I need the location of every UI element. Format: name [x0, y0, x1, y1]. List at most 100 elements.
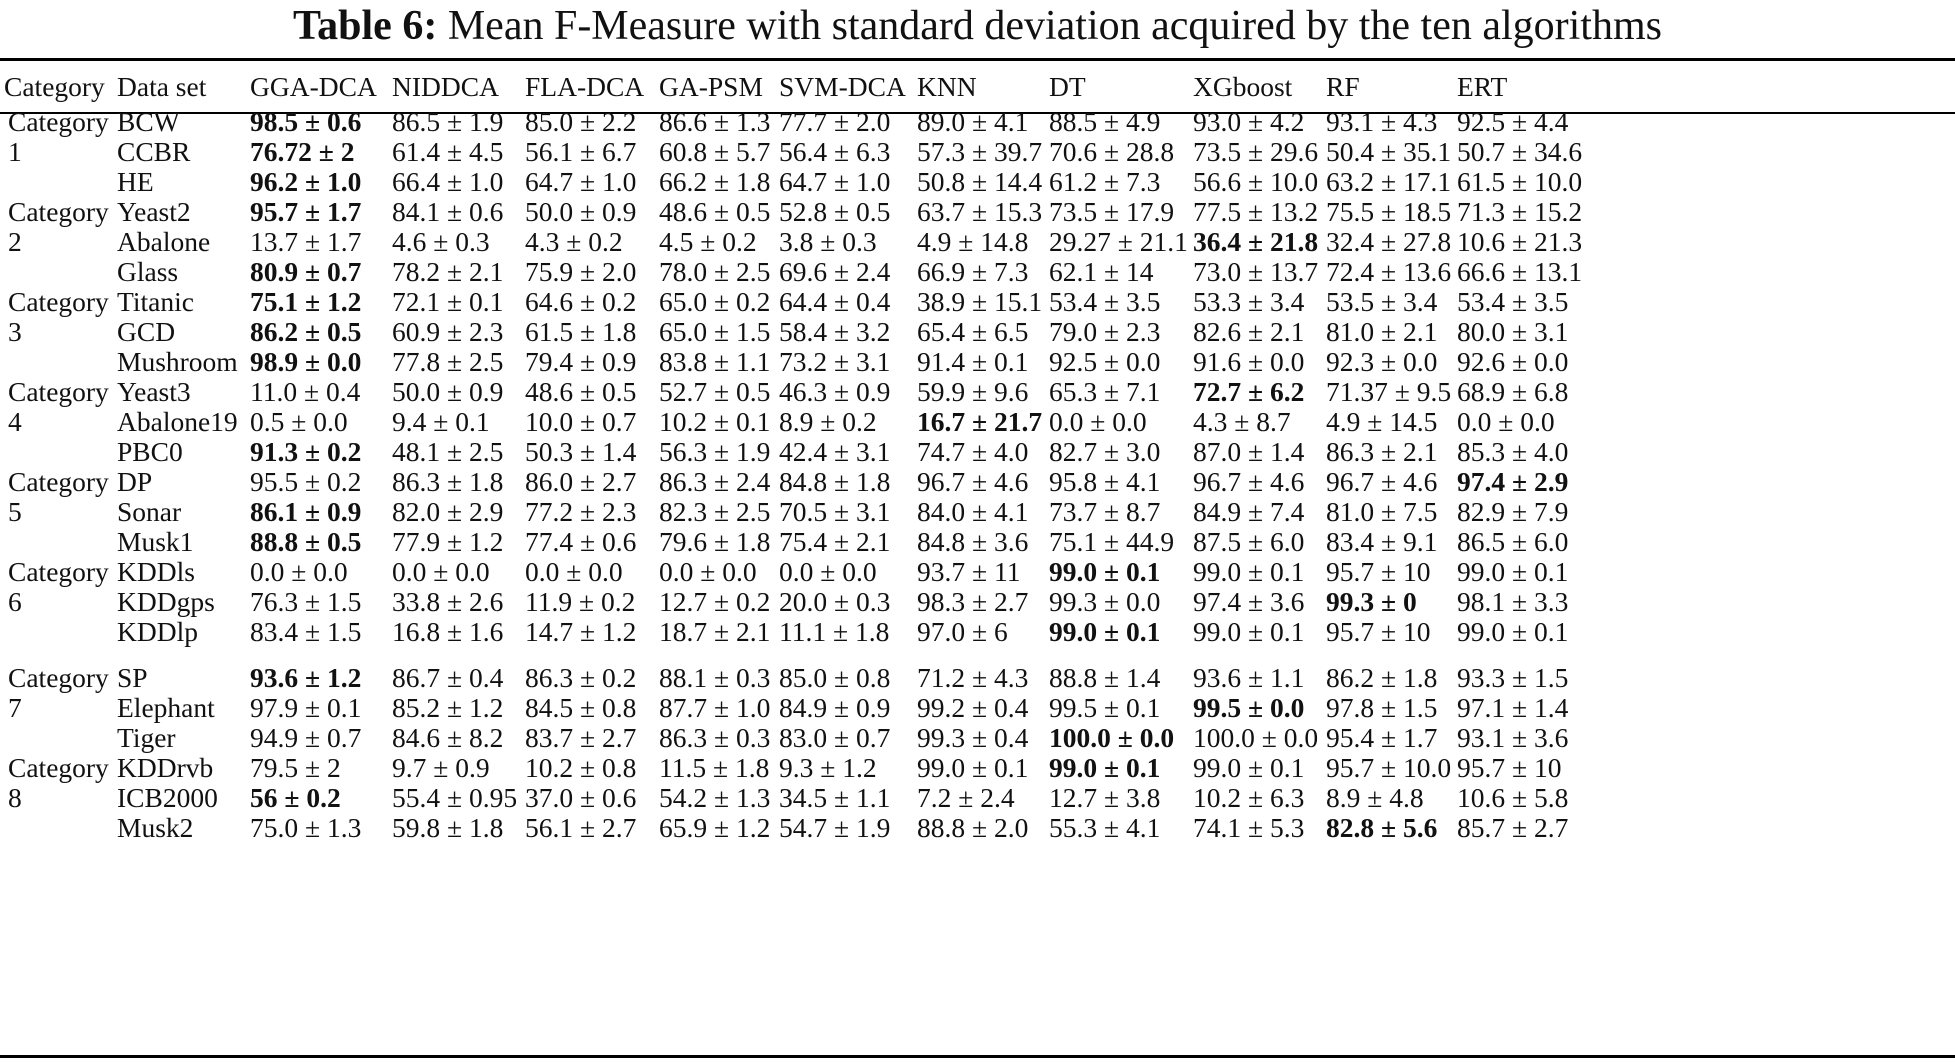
table-cell: 85.0 ± 0.8: [779, 662, 891, 693]
table-cell: 8.9 ± 0.2: [779, 406, 877, 437]
table-cell: 99.0 ± 0.1: [1193, 752, 1305, 783]
table-cell: 66.2 ± 1.8: [659, 166, 771, 197]
table-cell: 99.5 ± 0.0: [1193, 692, 1305, 723]
table-cell: 48.1 ± 2.5: [392, 436, 504, 467]
table-cell: 88.8 ± 1.4: [1049, 662, 1161, 693]
dataset-name: BCW: [117, 106, 180, 137]
table-cell: 77.5 ± 13.2: [1193, 196, 1319, 227]
table-cell: 93.1 ± 4.3: [1326, 106, 1438, 137]
table-cell: 79.4 ± 0.9: [525, 346, 637, 377]
table-cell: 78.2 ± 2.1: [392, 256, 504, 287]
table-cell: 56.4 ± 6.3: [779, 136, 891, 167]
dataset-name: KDDlp: [117, 616, 198, 647]
table-cell: 86.2 ± 0.5: [250, 316, 362, 347]
table-cell: 97.4 ± 2.9: [1457, 466, 1569, 497]
caption-text: Mean F-Measure with standard deviation a…: [447, 3, 1662, 49]
column-header: KNN: [917, 71, 977, 102]
table-cell: 95.7 ± 1.7: [250, 196, 362, 227]
table-cell: 50.4 ± 35.1: [1326, 136, 1452, 167]
table-cell: 63.2 ± 17.1: [1326, 166, 1452, 197]
table-cell: 86.3 ± 0.2: [525, 662, 637, 693]
table-cell: 77.9 ± 1.2: [392, 526, 504, 557]
table-cell: 70.5 ± 3.1: [779, 496, 891, 527]
table-cell: 64.7 ± 1.0: [525, 166, 637, 197]
table-cell: 56.1 ± 2.7: [525, 812, 637, 843]
table-cell: 0.0 ± 0.0: [659, 556, 757, 587]
table-cell: 64.4 ± 0.4: [779, 286, 891, 317]
table-cell: 93.3 ± 1.5: [1457, 662, 1569, 693]
table-cell: 86.5 ± 6.0: [1457, 526, 1569, 557]
table-cell: 95.5 ± 0.2: [250, 466, 362, 497]
table-cell: 53.4 ± 3.5: [1457, 286, 1569, 317]
table-cell: 100.0 ± 0.0: [1049, 722, 1175, 753]
table-cell: 57.3 ± 39.7: [917, 136, 1043, 167]
table-cell: 82.0 ± 2.9: [392, 496, 504, 527]
dataset-name: Tiger: [117, 722, 176, 753]
table-cell: 61.5 ± 10.0: [1457, 166, 1583, 197]
table-cell: 84.8 ± 1.8: [779, 466, 891, 497]
table-cell: 82.9 ± 7.9: [1457, 496, 1569, 527]
table-cell: 84.6 ± 8.2: [392, 722, 504, 753]
table-cell: 78.0 ± 2.5: [659, 256, 771, 287]
table-cell: 77.4 ± 0.6: [525, 526, 637, 557]
table-cell: 10.2 ± 6.3: [1193, 782, 1305, 813]
top-rule: [0, 58, 1955, 61]
table-cell: 75.4 ± 2.1: [779, 526, 891, 557]
caption-label: Table 6:: [293, 3, 438, 49]
table-cell: 99.0 ± 0.1: [1457, 556, 1569, 587]
table-cell: 60.8 ± 5.7: [659, 136, 771, 167]
table-cell: 32.4 ± 27.8: [1326, 226, 1452, 257]
table-cell: 4.5 ± 0.2: [659, 226, 757, 257]
table-cell: 93.6 ± 1.2: [250, 662, 362, 693]
table-cell: 65.4 ± 6.5: [917, 316, 1029, 347]
dataset-name: GCD: [117, 316, 176, 347]
table-cell: 60.9 ± 2.3: [392, 316, 504, 347]
table-cell: 18.7 ± 2.1: [659, 616, 771, 647]
table-cell: 99.0 ± 0.1: [1049, 556, 1161, 587]
table-cell: 53.4 ± 3.5: [1049, 286, 1161, 317]
table-cell: 65.9 ± 1.2: [659, 812, 771, 843]
table-cell: 84.0 ± 4.1: [917, 496, 1029, 527]
table-cell: 99.2 ± 0.4: [917, 692, 1029, 723]
table-cell: 75.5 ± 18.5: [1326, 196, 1452, 227]
table-cell: 75.9 ± 2.0: [525, 256, 637, 287]
table-caption: Table 6: Mean F-Measure with standard de…: [0, 2, 1955, 50]
table-cell: 82.7 ± 3.0: [1049, 436, 1161, 467]
table-cell: 81.0 ± 2.1: [1326, 316, 1438, 347]
table-cell: 99.0 ± 0.1: [1049, 616, 1161, 647]
category-label: 1: [8, 136, 22, 167]
table-cell: 59.9 ± 9.6: [917, 376, 1029, 407]
table-cell: 0.0 ± 0.0: [525, 556, 623, 587]
table-cell: 80.0 ± 3.1: [1457, 316, 1569, 347]
table-cell: 10.6 ± 5.8: [1457, 782, 1569, 813]
dataset-name: KDDls: [117, 556, 195, 587]
table-cell: 16.7 ± 21.7: [917, 406, 1043, 437]
table-cell: 4.3 ± 0.2: [525, 226, 623, 257]
category-label: Category: [8, 556, 109, 587]
table-cell: 95.4 ± 1.7: [1326, 722, 1438, 753]
table-cell: 4.3 ± 8.7: [1193, 406, 1291, 437]
table-cell: 68.9 ± 6.8: [1457, 376, 1569, 407]
column-header: Category: [4, 71, 105, 102]
table-cell: 86.3 ± 2.1: [1326, 436, 1438, 467]
table-cell: 9.4 ± 0.1: [392, 406, 490, 437]
table-cell: 61.4 ± 4.5: [392, 136, 504, 167]
dataset-name: SP: [117, 662, 148, 693]
table-cell: 63.7 ± 15.3: [917, 196, 1043, 227]
table-cell: 61.5 ± 1.8: [525, 316, 637, 347]
table-cell: 66.6 ± 13.1: [1457, 256, 1583, 287]
category-label: 2: [8, 226, 22, 257]
table-cell: 79.6 ± 1.8: [659, 526, 771, 557]
table-cell: 86.6 ± 1.3: [659, 106, 771, 137]
table-cell: 59.8 ± 1.8: [392, 812, 504, 843]
bottom-rule: [0, 1055, 1955, 1058]
dataset-name: Abalone19: [117, 406, 238, 437]
table-cell: 75.1 ± 1.2: [250, 286, 362, 317]
table-cell: 99.0 ± 0.1: [1193, 616, 1305, 647]
category-label: Category: [8, 106, 109, 137]
table-cell: 70.6 ± 28.8: [1049, 136, 1175, 167]
table-cell: 73.5 ± 17.9: [1049, 196, 1175, 227]
dataset-name: KDDgps: [117, 586, 215, 617]
dataset-name: Mushroom: [117, 346, 238, 377]
table-cell: 91.6 ± 0.0: [1193, 346, 1305, 377]
